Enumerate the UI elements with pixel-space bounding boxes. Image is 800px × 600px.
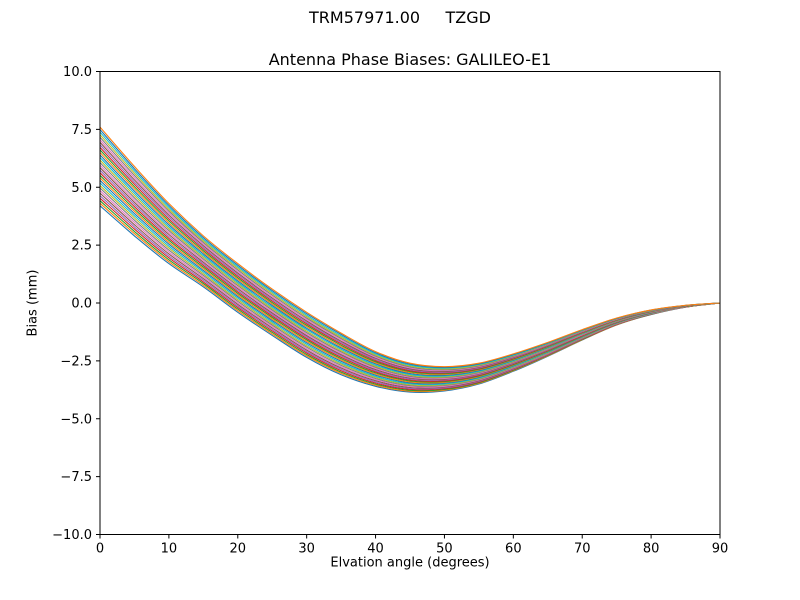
series-group xyxy=(100,126,720,393)
y-tick-label: 0.0 xyxy=(71,297,92,312)
plot-border xyxy=(99,71,721,535)
x-tick-label: 90 xyxy=(712,542,729,557)
x-tick-label: 10 xyxy=(161,542,178,557)
y-tick-label: −2.5 xyxy=(60,354,92,369)
figure-suptitle: TRM57971.00 TZGD xyxy=(309,8,491,27)
y-tick-label: −5.0 xyxy=(60,412,92,427)
y-tick-label: 5.0 xyxy=(71,181,92,196)
x-tick-label: 20 xyxy=(230,542,247,557)
x-axis-label: Elvation angle (degrees) xyxy=(330,555,490,571)
x-tick-label: 70 xyxy=(574,542,591,557)
axes-title: Antenna Phase Biases: GALILEO-E1 xyxy=(268,50,552,69)
bias-curve xyxy=(100,126,720,368)
y-tick-label: 7.5 xyxy=(71,123,92,138)
x-tick-label: 40 xyxy=(367,542,384,557)
y-tick-label: 2.5 xyxy=(71,239,92,254)
x-tick-label: 50 xyxy=(436,542,453,557)
x-tick-label: 80 xyxy=(643,542,660,557)
x-tick-label: 0 xyxy=(96,542,104,557)
y-tick-label: −10.0 xyxy=(52,528,92,543)
axes-background xyxy=(100,71,720,535)
y-tick-label: −7.5 xyxy=(60,470,92,485)
x-tick-label: 30 xyxy=(298,542,315,557)
y-tick-label: 10.0 xyxy=(63,65,92,80)
x-tick-label: 60 xyxy=(505,542,522,557)
